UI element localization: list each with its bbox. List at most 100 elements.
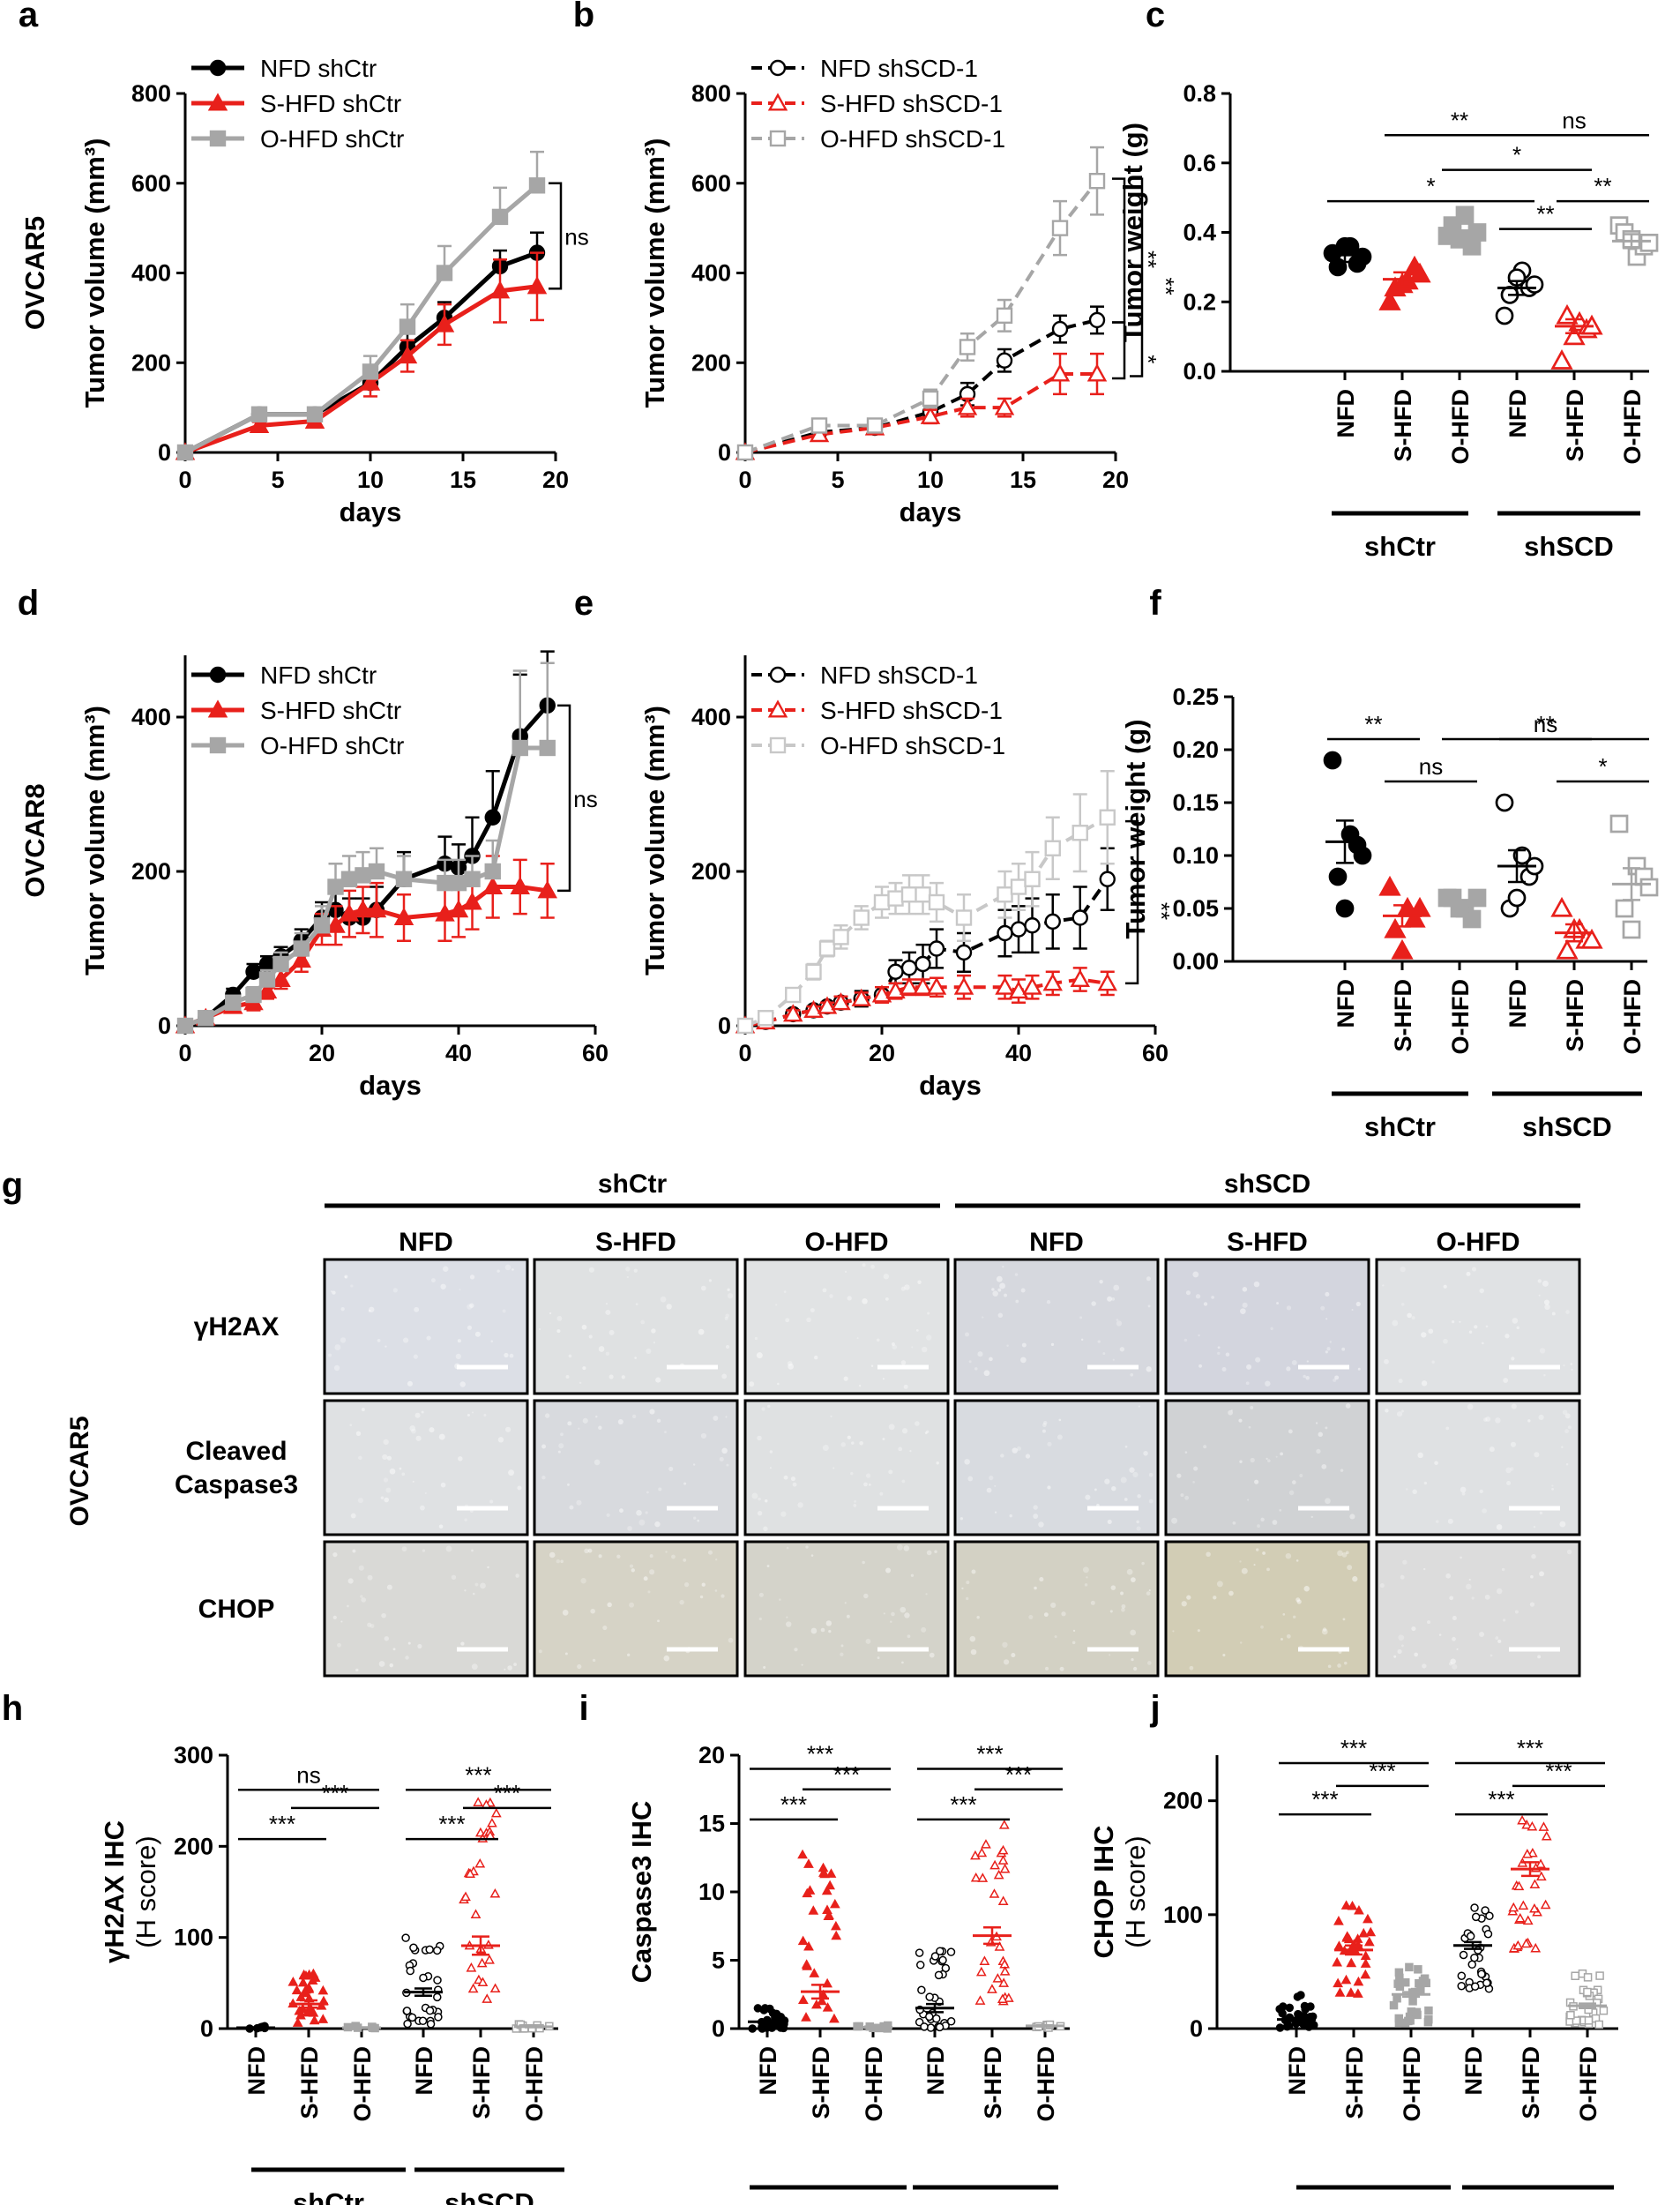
texture-speck — [1538, 1414, 1544, 1421]
data-point — [925, 1992, 934, 2001]
texture-speck — [1245, 1381, 1250, 1386]
texture-speck — [577, 1663, 582, 1670]
texture-speck — [1349, 1514, 1355, 1520]
sig-bracket — [557, 704, 571, 893]
legend-marker — [769, 666, 787, 684]
texture-speck — [1544, 1304, 1550, 1311]
texture-speck — [1130, 1372, 1134, 1377]
texture-speck — [1448, 1662, 1453, 1666]
texture-speck — [1262, 1551, 1266, 1555]
data-point — [803, 1858, 814, 1868]
texture-speck — [1303, 1586, 1310, 1592]
texture-speck — [1511, 1357, 1515, 1361]
data-point — [1495, 793, 1514, 812]
texture-speck — [497, 1437, 504, 1443]
y-tick-label: 0.00 — [1172, 948, 1219, 975]
texture-speck — [1285, 1552, 1292, 1559]
texture-speck — [892, 1344, 898, 1350]
texture-speck — [721, 1447, 728, 1454]
texture-speck — [1097, 1340, 1101, 1343]
x-tick-label: 20 — [1102, 467, 1129, 493]
data-point — [809, 1968, 820, 1977]
texture-speck — [763, 1526, 768, 1531]
texture-speck — [588, 1334, 593, 1339]
data-point — [959, 339, 976, 355]
texture-speck — [965, 1332, 969, 1337]
texture-speck — [649, 1554, 653, 1558]
data-point — [1583, 1973, 1593, 1982]
texture-speck — [361, 1597, 367, 1603]
texture-speck — [769, 1467, 772, 1469]
legend-entry: O-HFD shSCD-1 — [820, 732, 1005, 759]
data-point — [1099, 871, 1116, 887]
texture-speck — [1111, 1297, 1116, 1301]
series-0 — [748, 2004, 789, 2033]
data-point — [1406, 2016, 1415, 2025]
texture-speck — [671, 1554, 676, 1559]
data-point — [1408, 262, 1431, 283]
texture-speck — [598, 1554, 602, 1558]
texture-speck — [868, 1484, 871, 1486]
texture-speck — [1119, 1347, 1125, 1352]
data-point — [1328, 867, 1348, 886]
panel-label-b: b — [573, 0, 594, 34]
texture-speck — [1000, 1454, 1004, 1458]
texture-speck — [389, 1468, 396, 1475]
data-point — [491, 208, 509, 226]
texture-speck — [751, 1492, 758, 1499]
micrograph-image — [1164, 1399, 1370, 1536]
legend-entry: O-HFD shCtr — [260, 732, 404, 759]
texture-speck — [1109, 1610, 1113, 1613]
texture-speck — [758, 1592, 764, 1597]
sig-label: ns — [1419, 753, 1443, 780]
data-point — [1293, 1992, 1303, 2001]
x-category-label: S-HFD — [1562, 389, 1588, 462]
texture-speck — [1003, 1659, 1010, 1665]
texture-speck — [455, 1353, 461, 1359]
data-point — [776, 2023, 786, 2032]
data-point — [822, 2002, 833, 2012]
y-tick-label: 200 — [691, 858, 731, 885]
texture-speck — [1079, 1316, 1083, 1319]
texture-speck — [1272, 1520, 1278, 1525]
texture-speck — [429, 1427, 435, 1433]
texture-speck — [1436, 1520, 1439, 1523]
data-point — [873, 893, 891, 911]
texture-speck — [970, 1648, 977, 1656]
texture-speck — [1291, 1359, 1297, 1365]
texture-speck — [1147, 1661, 1152, 1665]
texture-speck — [1393, 1655, 1397, 1658]
texture-speck — [1286, 1305, 1292, 1311]
group-label: shCtr — [598, 1170, 668, 1199]
micrograph-image — [1164, 1540, 1370, 1678]
texture-speck — [1503, 1378, 1509, 1383]
data-point — [1471, 1912, 1481, 1922]
sig-label: *** — [1517, 1735, 1543, 1761]
data-point — [1275, 2005, 1284, 2014]
texture-speck — [1021, 1342, 1027, 1348]
texture-speck — [1514, 1610, 1519, 1614]
sig-label: *** — [1005, 1761, 1032, 1788]
data-point — [1024, 871, 1041, 887]
sig-label: ns — [1562, 107, 1586, 133]
texture-speck — [721, 1373, 728, 1379]
texture-speck — [626, 1653, 631, 1657]
texture-speck — [721, 1594, 725, 1598]
texture-speck — [1143, 1451, 1148, 1456]
texture-speck — [556, 1329, 561, 1334]
texture-speck — [1543, 1374, 1546, 1377]
texture-speck — [474, 1331, 481, 1337]
x-tick-label: 0 — [178, 467, 191, 493]
x-category-label: S-HFD — [1518, 2046, 1544, 2119]
texture-speck — [715, 1558, 718, 1561]
data-point — [482, 1993, 493, 2003]
texture-speck — [541, 1444, 547, 1449]
data-point — [539, 739, 556, 757]
texture-speck — [631, 1414, 637, 1419]
texture-speck — [629, 1564, 634, 1568]
texture-speck — [883, 1273, 890, 1280]
texture-speck — [1340, 1469, 1344, 1472]
texture-speck — [384, 1636, 389, 1641]
texture-speck — [1417, 1452, 1423, 1459]
y-tick-label: 0 — [158, 439, 171, 466]
